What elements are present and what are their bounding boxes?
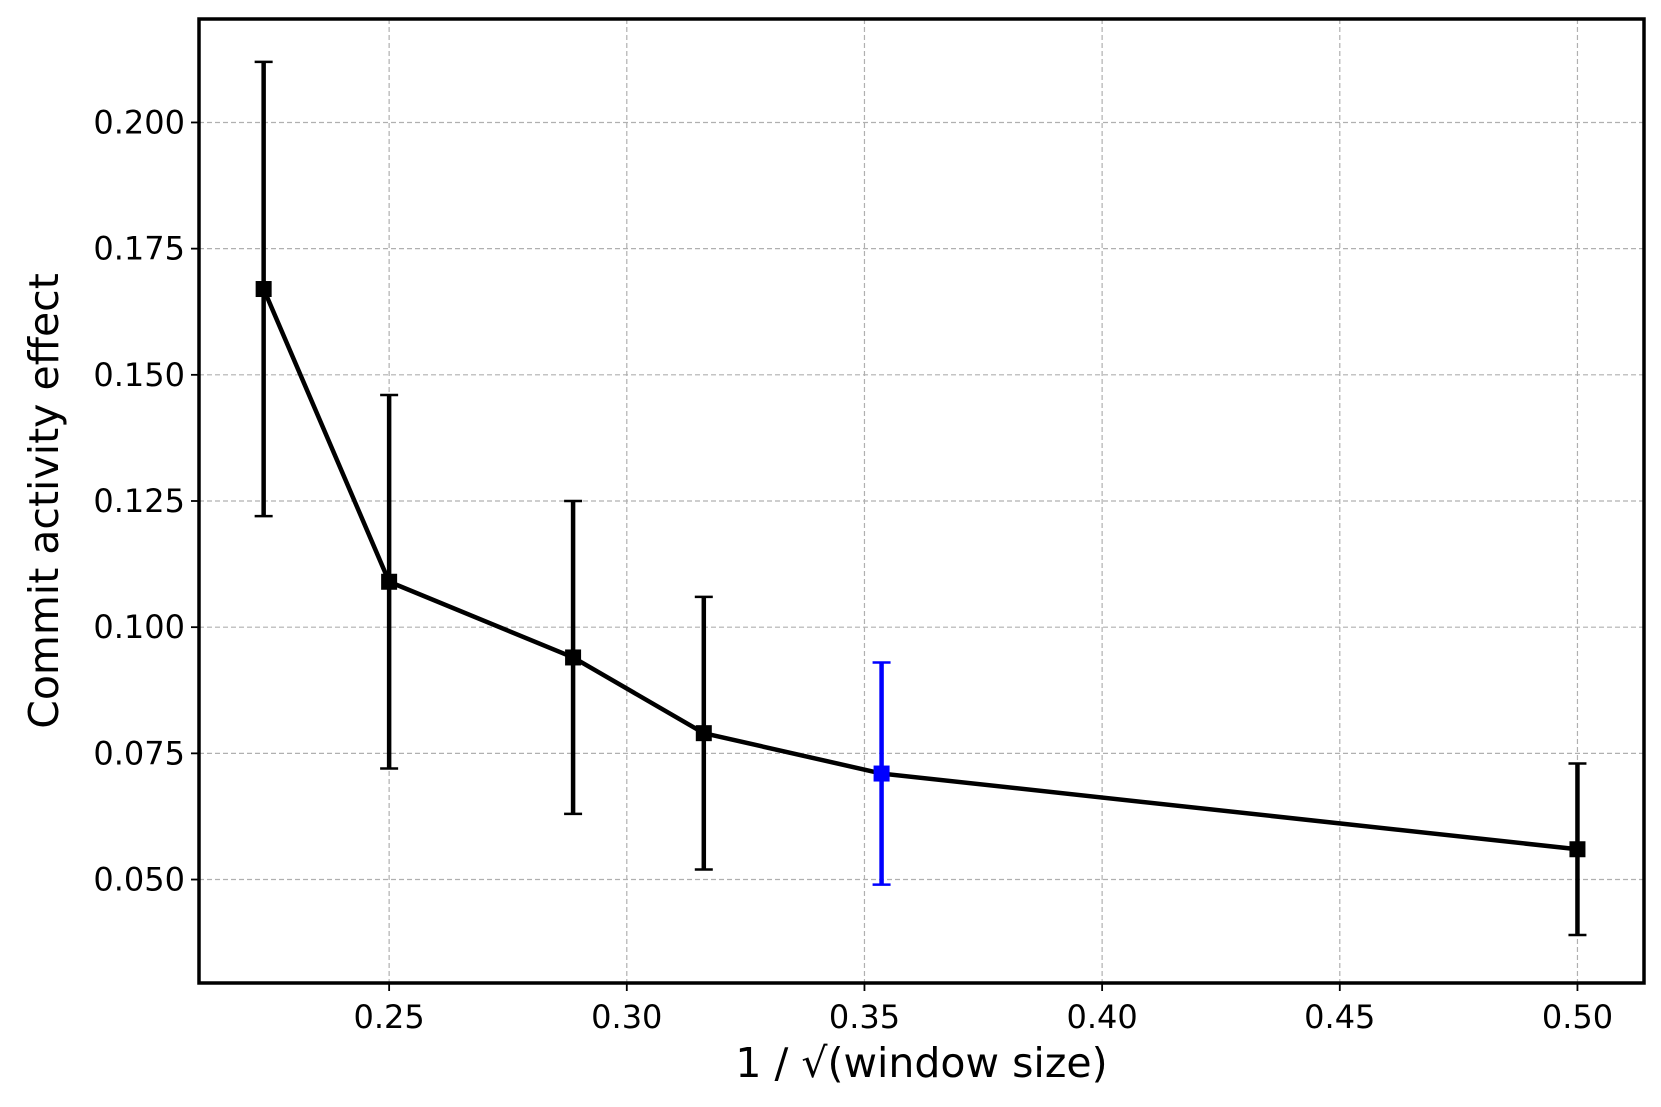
y-tick-label: 0.050 <box>93 861 185 899</box>
y-tick-label: 0.100 <box>93 608 185 646</box>
y-tick-label: 0.125 <box>93 482 185 520</box>
x-tick-label: 0.35 <box>829 998 900 1036</box>
y-tick-label: 0.175 <box>93 230 185 268</box>
x-tick-label: 0.25 <box>354 998 425 1036</box>
x-tick-label: 0.45 <box>1304 998 1375 1036</box>
series-line <box>261 288 1578 852</box>
data-point <box>565 649 582 666</box>
x-tick-label: 0.40 <box>1067 998 1138 1036</box>
y-tick-label: 0.150 <box>93 356 185 394</box>
y-axis-title: Commit activity effect <box>20 273 68 729</box>
y-tick-label: 0.200 <box>93 103 185 141</box>
series <box>254 60 1587 937</box>
x-tick-label: 0.50 <box>1542 998 1613 1036</box>
x-axis-title: 1 / √(window size) <box>735 1039 1107 1087</box>
data-point <box>255 281 272 298</box>
data-point <box>695 725 712 742</box>
x-tick-label: 0.30 <box>591 998 662 1036</box>
data-point <box>1569 841 1586 858</box>
y-tick-label: 0.075 <box>93 734 185 772</box>
data-point-highlighted <box>873 765 890 782</box>
grid <box>199 19 1644 983</box>
data-point <box>381 573 398 590</box>
ticks: 0.25 0.30 0.35 0.40 0.45 0.50 0.050 0.075 0.100 0… <box>93 103 1613 1036</box>
